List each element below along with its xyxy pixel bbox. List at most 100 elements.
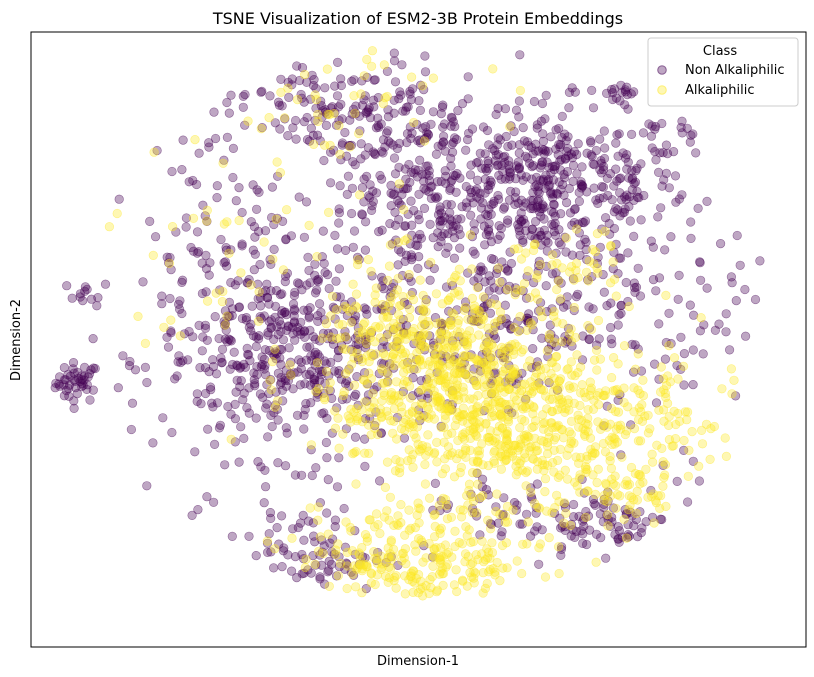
scatter-point — [521, 172, 531, 182]
scatter-point — [273, 458, 283, 468]
scatter-point — [469, 219, 479, 229]
scatter-point — [306, 123, 316, 133]
scatter-point — [254, 287, 264, 297]
scatter-point — [215, 285, 225, 295]
scatter-point — [251, 341, 261, 352]
scatter-point — [449, 580, 460, 590]
scatter-point — [222, 132, 232, 142]
scatter-point — [447, 175, 457, 185]
scatter-point — [297, 62, 308, 73]
scatter-point — [400, 106, 411, 116]
scatter-point — [544, 532, 554, 543]
scatter-point — [616, 195, 627, 205]
scatter-point — [454, 290, 464, 300]
scatter-point — [408, 84, 418, 94]
scatter-point — [615, 420, 626, 430]
data-points — [50, 46, 765, 601]
scatter-point — [581, 512, 591, 523]
scatter-point — [374, 122, 384, 132]
scatter-point — [568, 499, 579, 510]
scatter-point — [238, 91, 248, 101]
scatter-point — [240, 89, 250, 100]
scatter-point — [407, 230, 417, 240]
scatter-point — [682, 497, 693, 507]
scatter-point — [330, 230, 340, 240]
scatter-point — [388, 428, 398, 438]
scatter-point — [377, 146, 387, 156]
scatter-point — [79, 362, 90, 373]
scatter-point — [255, 389, 266, 399]
scatter-point — [334, 218, 344, 228]
scatter-point — [673, 294, 683, 304]
scatter-point — [567, 220, 577, 230]
scatter-point — [359, 303, 370, 313]
scatter-point — [280, 113, 290, 123]
scatter-point — [497, 527, 507, 537]
scatter-point — [508, 366, 518, 377]
scatter-point — [568, 382, 579, 392]
scatter-point — [527, 201, 538, 211]
scatter-point — [459, 305, 470, 315]
scatter-point — [547, 423, 558, 433]
scatter-point — [395, 463, 405, 473]
scatter-point — [535, 259, 546, 270]
scatter-point — [570, 477, 580, 487]
scatter-point — [187, 510, 197, 521]
scatter-point — [632, 495, 643, 505]
scatter-point — [254, 187, 264, 197]
scatter-point — [230, 399, 240, 410]
scatter-point — [251, 332, 261, 342]
scatter-point — [345, 142, 355, 152]
scatter-point — [346, 317, 356, 328]
scatter-point — [541, 261, 551, 272]
scatter-point — [553, 150, 563, 160]
scatter-point — [293, 322, 303, 333]
scatter-point — [664, 308, 674, 318]
scatter-point — [239, 359, 249, 370]
scatter-point — [281, 461, 291, 471]
scatter-point — [370, 290, 380, 300]
scatter-point — [314, 375, 325, 386]
scatter-point — [482, 433, 493, 443]
scatter-point — [200, 320, 210, 330]
scatter-point — [515, 325, 525, 335]
scatter-point — [268, 349, 278, 359]
scatter-point — [195, 363, 205, 373]
scatter-point — [572, 350, 582, 360]
scatter-point — [253, 457, 263, 467]
scatter-point — [562, 146, 572, 157]
scatter-point — [556, 542, 567, 552]
scatter-point — [62, 281, 72, 291]
scatter-point — [379, 60, 389, 70]
scatter-point — [192, 227, 203, 237]
scatter-point — [443, 429, 453, 440]
scatter-point — [405, 86, 415, 96]
scatter-point — [149, 147, 159, 157]
scatter-point — [530, 288, 541, 298]
scatter-point — [525, 318, 536, 328]
scatter-point — [447, 308, 457, 318]
scatter-point — [602, 497, 612, 507]
scatter-point — [246, 319, 256, 329]
scatter-point — [599, 287, 609, 297]
scatter-point — [331, 276, 341, 286]
scatter-point — [561, 508, 571, 518]
scatter-point — [534, 559, 544, 569]
scatter-point — [618, 148, 628, 158]
scatter-point — [300, 69, 310, 80]
scatter-point — [555, 374, 566, 384]
scatter-point — [492, 264, 502, 275]
scatter-point — [386, 563, 396, 573]
scatter-point — [455, 229, 465, 240]
scatter-point — [234, 302, 244, 313]
scatter-point — [450, 385, 460, 395]
scatter-point — [414, 189, 424, 199]
scatter-point — [420, 345, 430, 355]
scatter-point — [579, 218, 589, 228]
scatter-point — [554, 276, 564, 286]
scatter-point — [206, 385, 216, 395]
scatter-point — [360, 448, 370, 458]
scatter-point — [377, 562, 387, 572]
scatter-point — [534, 227, 545, 237]
scatter-point — [399, 205, 409, 215]
